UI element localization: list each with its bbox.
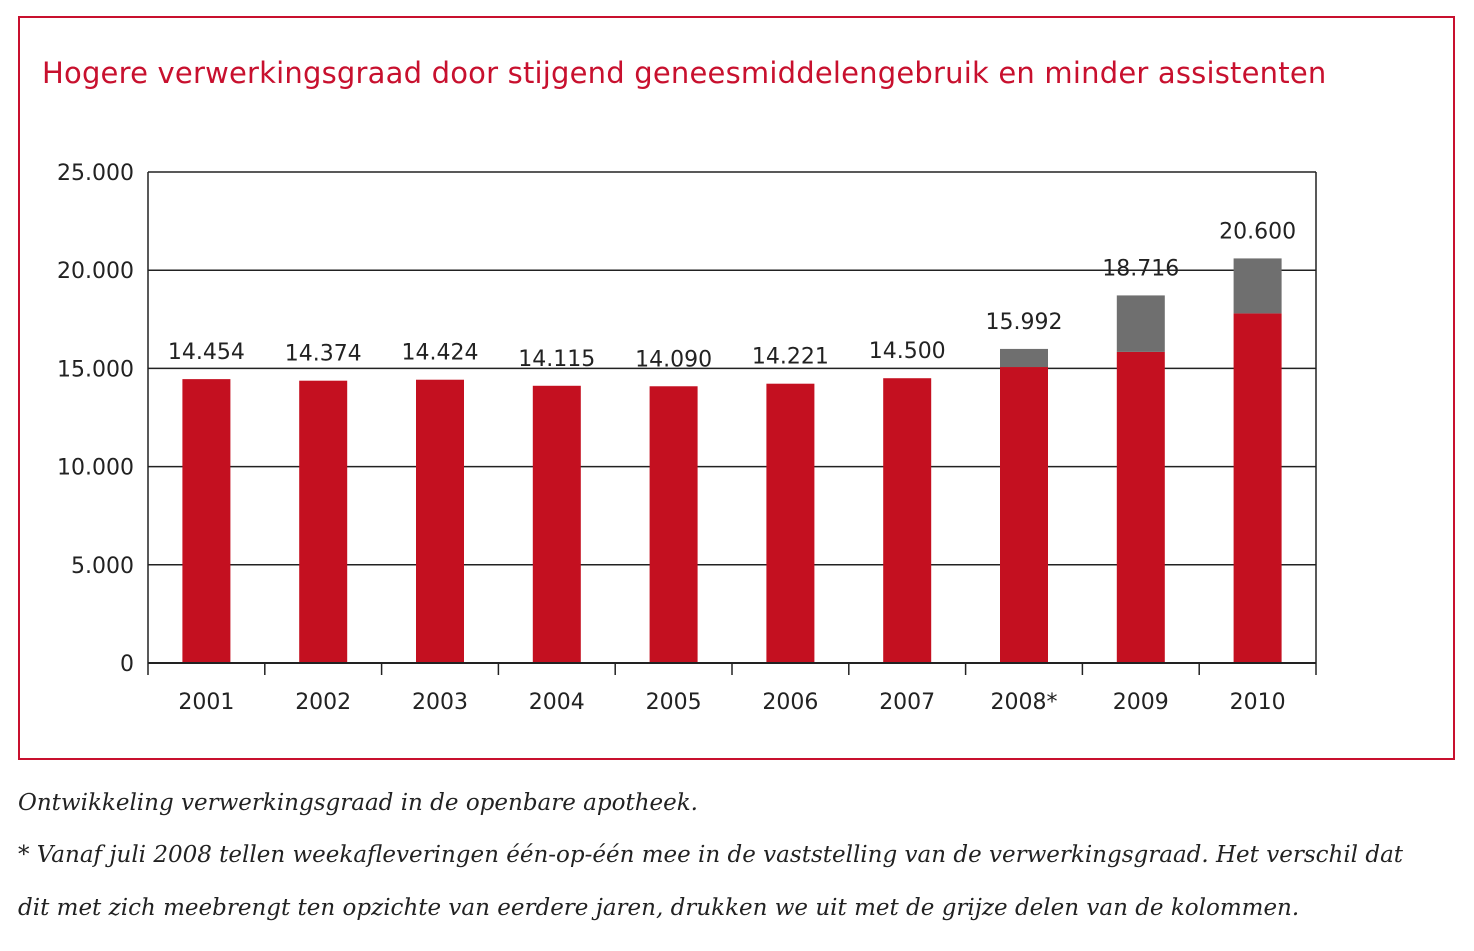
bar-red (1116, 351, 1165, 663)
data-label: 14.374 (285, 342, 362, 367)
bar-red (1000, 367, 1048, 663)
y-tick-label: 25.000 (57, 161, 134, 186)
data-label: 14.090 (635, 347, 712, 372)
x-tick-label: 2006 (762, 690, 818, 715)
bar-red (883, 378, 932, 663)
bar-gray (1000, 348, 1048, 368)
data-label: 14.454 (168, 340, 245, 365)
bar-red (1233, 313, 1282, 663)
bar-red (766, 383, 815, 663)
bar-gray (1116, 295, 1165, 352)
data-label: 14.221 (752, 345, 829, 370)
bar-red (299, 380, 348, 663)
x-tick-label: 2008* (991, 690, 1058, 715)
x-tick-label: 2007 (879, 690, 935, 715)
y-tick-label: 10.000 (57, 456, 134, 481)
caption-line-2: * Vanaf juli 2008 tellen weekafleveringe… (18, 842, 1404, 868)
bar-gray (1233, 258, 1282, 314)
data-label: 15.992 (986, 310, 1063, 335)
y-tick-label: 0 (120, 652, 134, 677)
x-tick-label: 2004 (529, 690, 585, 715)
data-label: 14.115 (518, 347, 595, 372)
caption-line-1: Ontwikkeling verwerkingsgraad in de open… (18, 790, 698, 816)
y-tick-label: 15.000 (57, 357, 134, 382)
bar-red (182, 379, 231, 663)
x-tick-label: 2009 (1113, 690, 1169, 715)
x-tick-label: 2005 (646, 690, 702, 715)
data-label: 20.600 (1219, 219, 1296, 244)
x-tick-label: 2010 (1230, 690, 1286, 715)
caption-line-3: dit met zich meebrengt ten opzichte van … (18, 895, 1300, 921)
data-label: 14.500 (869, 339, 946, 364)
bar-red (649, 386, 698, 663)
bar-red (416, 379, 464, 663)
data-label: 18.716 (1102, 256, 1179, 281)
bar-red (532, 385, 581, 663)
data-label: 14.424 (402, 341, 479, 366)
x-tick-label: 2002 (295, 690, 351, 715)
y-tick-label: 5.000 (71, 554, 134, 579)
chart-frame (18, 16, 1455, 760)
x-tick-label: 2001 (178, 690, 234, 715)
y-tick-label: 20.000 (57, 259, 134, 284)
x-tick-label: 2003 (412, 690, 468, 715)
chart-title: Hogere verwerkingsgraad door stijgend ge… (42, 56, 1327, 90)
